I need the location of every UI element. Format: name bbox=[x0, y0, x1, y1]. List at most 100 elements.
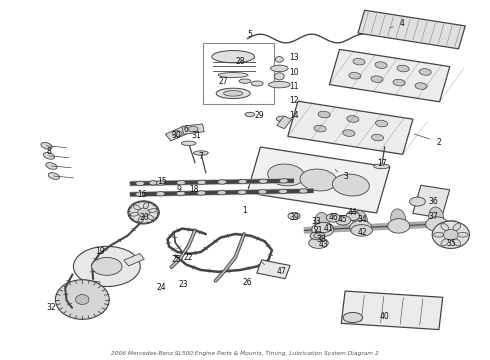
Ellipse shape bbox=[48, 173, 60, 179]
Text: 42: 42 bbox=[358, 228, 368, 237]
Ellipse shape bbox=[188, 126, 198, 132]
Ellipse shape bbox=[347, 116, 359, 122]
Ellipse shape bbox=[315, 212, 330, 232]
Ellipse shape bbox=[441, 239, 448, 246]
Text: 37: 37 bbox=[429, 212, 439, 220]
Ellipse shape bbox=[397, 65, 409, 72]
Ellipse shape bbox=[46, 163, 57, 169]
Ellipse shape bbox=[314, 125, 326, 132]
Text: 40: 40 bbox=[380, 312, 390, 321]
Ellipse shape bbox=[374, 164, 390, 168]
Text: 44: 44 bbox=[348, 208, 358, 217]
Ellipse shape bbox=[349, 72, 361, 79]
Ellipse shape bbox=[375, 62, 387, 68]
Ellipse shape bbox=[338, 215, 346, 220]
Text: 18: 18 bbox=[189, 185, 198, 194]
Ellipse shape bbox=[315, 222, 332, 233]
Text: 43: 43 bbox=[318, 240, 328, 249]
Ellipse shape bbox=[276, 116, 287, 122]
Ellipse shape bbox=[74, 246, 140, 287]
Text: 38: 38 bbox=[316, 235, 326, 244]
Ellipse shape bbox=[309, 238, 328, 248]
Ellipse shape bbox=[415, 83, 427, 89]
Text: 11: 11 bbox=[289, 82, 299, 91]
Ellipse shape bbox=[458, 232, 468, 237]
Ellipse shape bbox=[128, 201, 159, 224]
Ellipse shape bbox=[197, 191, 206, 195]
Ellipse shape bbox=[172, 131, 182, 136]
Polygon shape bbox=[358, 10, 465, 49]
Ellipse shape bbox=[239, 79, 251, 83]
Text: 32: 32 bbox=[47, 303, 56, 312]
Ellipse shape bbox=[443, 229, 458, 240]
Ellipse shape bbox=[212, 50, 254, 63]
Ellipse shape bbox=[149, 208, 157, 212]
Ellipse shape bbox=[176, 191, 185, 195]
Ellipse shape bbox=[453, 224, 461, 230]
Ellipse shape bbox=[429, 207, 443, 227]
Ellipse shape bbox=[147, 215, 154, 220]
Ellipse shape bbox=[353, 211, 368, 230]
Text: 3: 3 bbox=[343, 172, 348, 181]
Text: 41: 41 bbox=[323, 224, 333, 233]
Text: 28: 28 bbox=[235, 57, 245, 66]
Text: 27: 27 bbox=[218, 77, 228, 86]
Ellipse shape bbox=[138, 208, 149, 217]
Ellipse shape bbox=[92, 257, 122, 275]
Ellipse shape bbox=[279, 189, 287, 194]
Text: 2006 Mercedes-Benz SL500 Engine Parts & Mounts, Timing, Lubrication System Diagr: 2006 Mercedes-Benz SL500 Engine Parts & … bbox=[111, 351, 379, 356]
Polygon shape bbox=[247, 147, 390, 213]
Ellipse shape bbox=[133, 205, 140, 210]
Ellipse shape bbox=[259, 179, 268, 184]
Text: 31: 31 bbox=[191, 131, 201, 140]
Ellipse shape bbox=[251, 81, 263, 86]
Polygon shape bbox=[341, 291, 443, 330]
Text: 2: 2 bbox=[436, 138, 441, 147]
Ellipse shape bbox=[343, 312, 363, 323]
Text: 20: 20 bbox=[140, 213, 149, 222]
Ellipse shape bbox=[194, 151, 208, 155]
Ellipse shape bbox=[177, 180, 186, 185]
Ellipse shape bbox=[138, 216, 144, 222]
Polygon shape bbox=[288, 101, 413, 154]
Ellipse shape bbox=[75, 294, 89, 305]
Polygon shape bbox=[182, 124, 204, 134]
Ellipse shape bbox=[432, 221, 469, 248]
Ellipse shape bbox=[376, 120, 388, 127]
Text: 16: 16 bbox=[137, 190, 147, 199]
Text: 21: 21 bbox=[314, 226, 323, 235]
Ellipse shape bbox=[41, 143, 52, 149]
Ellipse shape bbox=[130, 212, 138, 216]
Text: 45: 45 bbox=[338, 215, 348, 224]
Ellipse shape bbox=[55, 280, 109, 319]
Ellipse shape bbox=[299, 189, 308, 193]
Ellipse shape bbox=[181, 141, 196, 145]
Ellipse shape bbox=[314, 234, 321, 238]
Text: 14: 14 bbox=[289, 111, 299, 120]
Text: 12: 12 bbox=[289, 96, 299, 105]
Text: 39: 39 bbox=[289, 213, 299, 222]
Ellipse shape bbox=[218, 190, 226, 195]
Circle shape bbox=[275, 57, 283, 62]
Ellipse shape bbox=[346, 212, 360, 220]
Text: 1: 1 bbox=[243, 206, 247, 215]
Text: 23: 23 bbox=[179, 280, 189, 289]
Polygon shape bbox=[165, 126, 189, 141]
Text: 47: 47 bbox=[277, 267, 287, 276]
Ellipse shape bbox=[318, 111, 330, 118]
Ellipse shape bbox=[218, 180, 226, 184]
Text: 15: 15 bbox=[157, 177, 167, 186]
Text: 4: 4 bbox=[399, 19, 404, 28]
Ellipse shape bbox=[310, 232, 325, 240]
Ellipse shape bbox=[129, 202, 158, 223]
Ellipse shape bbox=[279, 179, 288, 183]
Ellipse shape bbox=[149, 181, 158, 185]
Ellipse shape bbox=[43, 153, 55, 159]
Text: 8: 8 bbox=[47, 147, 51, 156]
Ellipse shape bbox=[353, 58, 365, 65]
Ellipse shape bbox=[223, 91, 243, 96]
Ellipse shape bbox=[419, 69, 431, 75]
Ellipse shape bbox=[258, 190, 267, 194]
Polygon shape bbox=[83, 280, 100, 288]
Text: 9: 9 bbox=[176, 185, 181, 194]
